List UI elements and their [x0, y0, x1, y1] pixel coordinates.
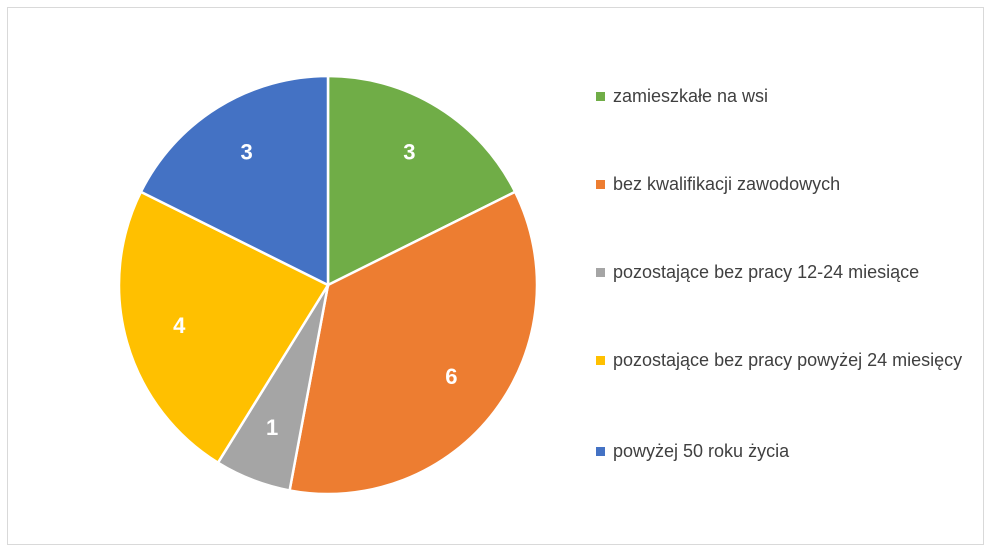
data-label: 3	[403, 139, 415, 164]
pie-slice	[288, 190, 539, 496]
legend-swatch	[596, 447, 605, 456]
legend-swatch	[596, 356, 605, 365]
legend-swatch	[596, 180, 605, 189]
data-label: 1	[266, 415, 278, 440]
legend-label: pozostające bez pracy 12-24 miesiące	[613, 262, 920, 282]
legend-item: zamieszkałe na wsi	[596, 80, 976, 113]
legend-swatch	[596, 268, 605, 277]
pie-slice	[139, 74, 330, 288]
legend-label: zamieszkałe na wsi	[613, 86, 769, 106]
legend-swatch	[596, 92, 605, 101]
legend-item: pozostające bez pracy 12-24 miesiące	[596, 256, 976, 289]
legend-label: powyżej 50 roku życia	[613, 441, 790, 461]
data-label: 6	[445, 364, 457, 389]
legend-label: bez kwalifikacji zawodowych	[613, 174, 841, 194]
data-label: 4	[173, 313, 186, 338]
legend-label: pozostające bez pracy powyżej 24 miesięc…	[613, 350, 963, 370]
pie-slice	[326, 74, 517, 288]
legend-item: powyżej 50 roku życia	[596, 435, 976, 468]
data-label: 3	[240, 139, 252, 164]
legend-item: pozostające bez pracy powyżej 24 miesięc…	[596, 344, 976, 377]
legend-item: bez kwalifikacji zawodowych	[596, 168, 976, 201]
